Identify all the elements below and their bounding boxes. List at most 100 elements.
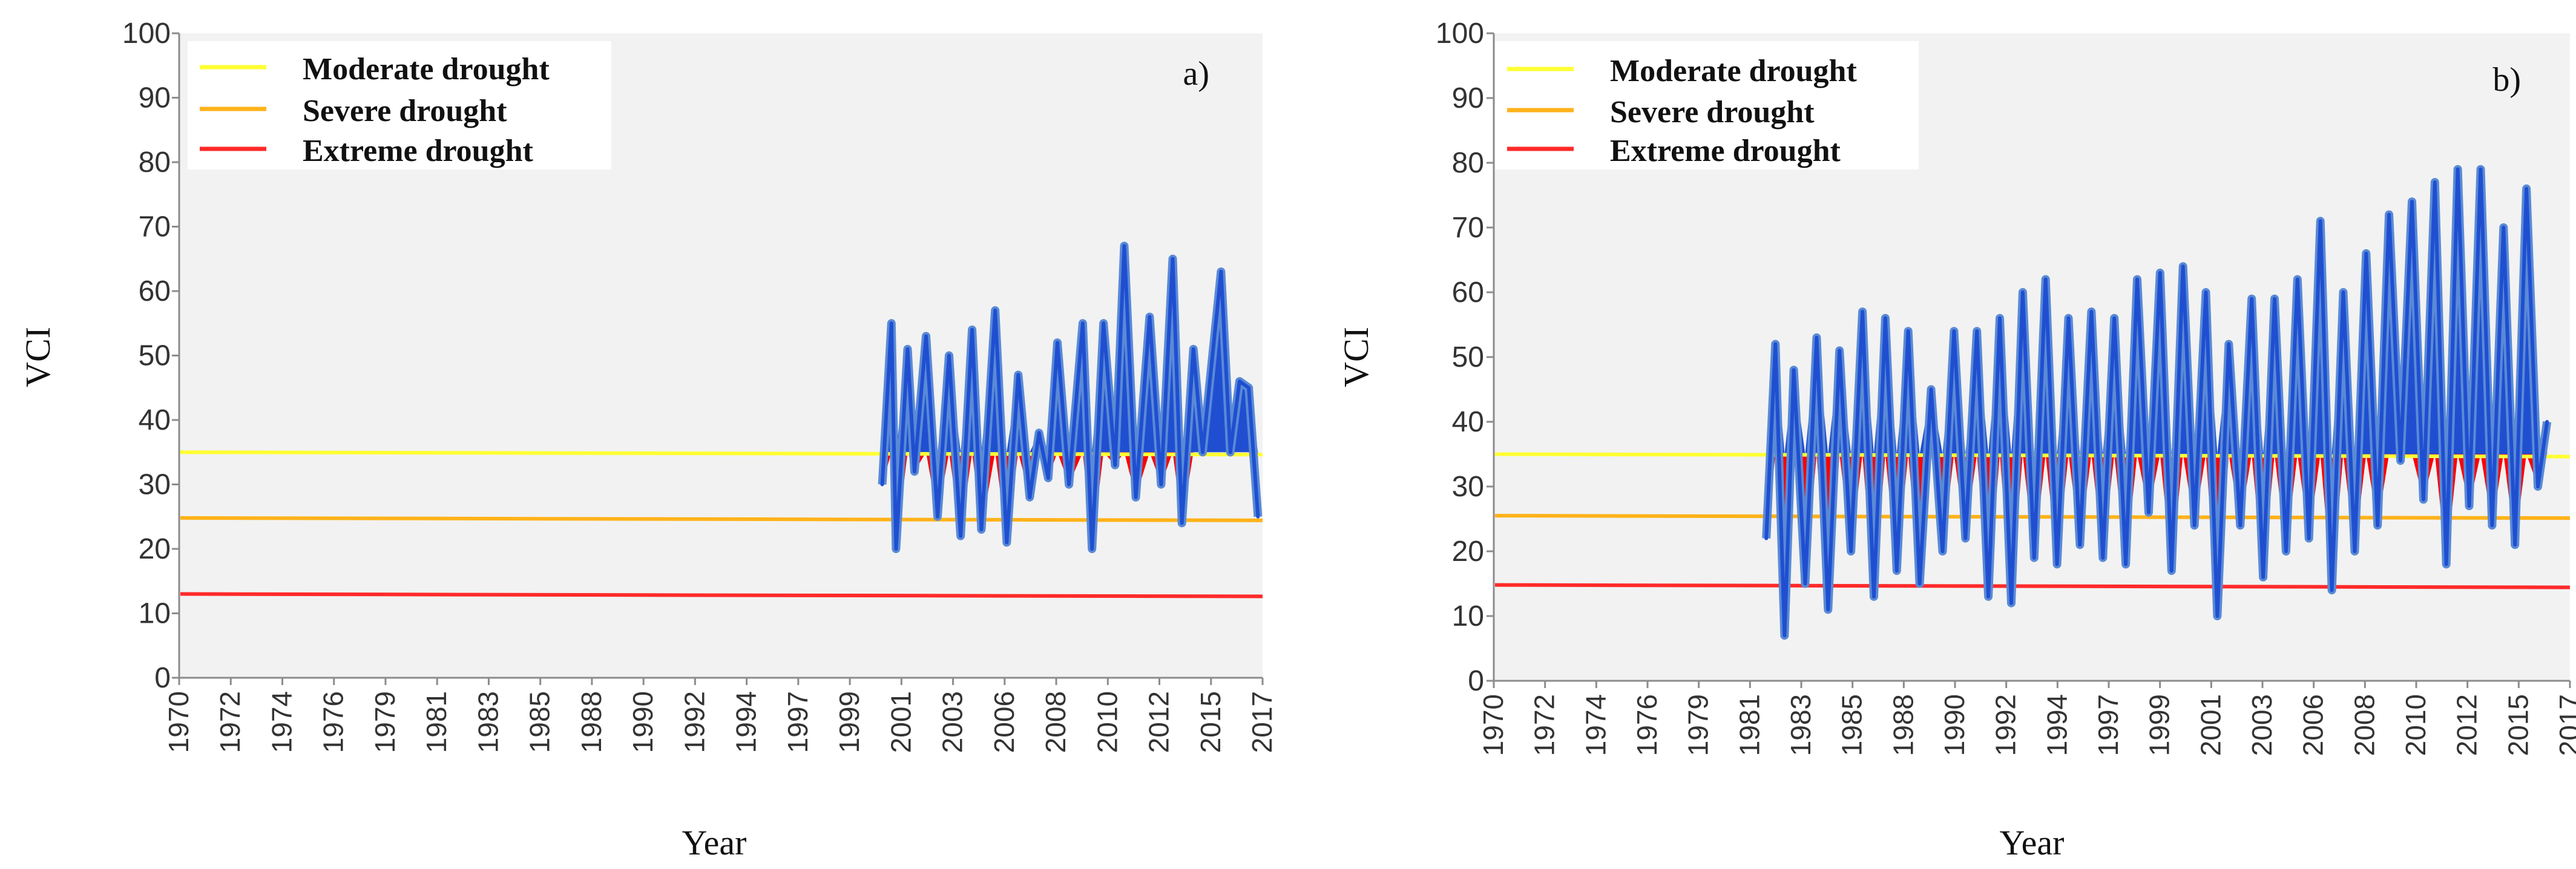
vci-point-b [2146,510,2150,514]
vci-point-b [2215,614,2220,618]
vci-point-b [2227,342,2231,346]
y-ticks-b: 0 10 20 30 40 50 60 70 80 90 100 [1436,18,1494,697]
x-tick-label-b: 1981 [1733,694,1765,756]
vci-point-b [2043,277,2048,281]
x-tick-label-a: 1994 [731,691,762,753]
x-tick-label-b: 2006 [2298,694,2329,756]
y-tick-label-a: 90 [139,82,171,114]
vci-point-b [1963,536,1968,540]
y-tick-label-b: 10 [1452,600,1484,632]
legend-label-severe-b: Severe drought [1610,95,1815,130]
vci-point-a [947,353,951,358]
y-tick-label-a: 50 [139,340,171,372]
vci-point-a [1256,514,1260,519]
vci-point-a [1237,379,1241,384]
vci-point-b [2295,277,2299,281]
x-tick-label-a: 1979 [369,691,401,753]
vci-point-b [2020,290,2025,294]
vci-point-b [2272,297,2276,301]
vci-point-a [1056,341,1060,345]
vci-point-b [2364,251,2368,255]
y-tick-label-a: 80 [139,146,171,179]
y-tick-label-b: 50 [1452,341,1484,373]
threshold-line-severe-a [180,516,1263,522]
vci-point-a [1159,482,1163,487]
vci-point-b [2467,504,2471,508]
x-tick-label-b: 1990 [1939,694,1970,756]
x-tick-label-b: 1979 [1683,694,1714,756]
legend-label-severe-a: Severe drought [303,94,507,128]
y-tick-label-a: 40 [139,404,171,436]
vci-point-a [880,482,884,487]
vci-point-a [970,327,974,332]
vci-point-b [2513,543,2517,547]
vci-point-b [1826,608,1830,612]
vci-point-b [1929,387,1933,392]
panel-label-a: a) [1183,55,1209,93]
vci-point-b [2318,219,2322,223]
x-tick-label-b: 2012 [2451,694,2483,756]
vci-point-a [1046,476,1050,480]
x-tick-label-a: 2012 [1143,691,1175,753]
x-tick-label-b: 2003 [2246,694,2278,756]
legend-label-moderate-b: Moderate drought [1610,54,1857,88]
y-tick-label-a: 20 [139,533,171,565]
vci-point-b [1986,594,1991,598]
vci-point-b [2135,277,2140,281]
x-tick-label-b: 2017 [2554,694,2576,756]
series-a [878,241,1263,553]
x-tick-label-b: 1988 [1887,694,1919,756]
vci-point-b [2433,180,2437,185]
vci-point-b [2089,310,2094,314]
vci-point-b [1792,368,1796,372]
y-tick-label-a: 0 [154,662,171,694]
y-tick-label-a: 70 [139,211,171,243]
x-tick-label-a: 1972 [214,691,246,753]
threshold-line-extreme-b [1494,583,2571,589]
vci-point-b [1803,582,1807,586]
vci-point-a [1102,321,1106,326]
legend-label-extreme-b: Extreme drought [1610,134,1841,168]
x-tick-label-a: 1988 [576,691,607,753]
vci-point-a [924,334,928,338]
vci-point-a [993,308,997,312]
y-axis-label-a: VCI [18,327,58,387]
vci-point-a [1219,270,1223,274]
vci-point-b [2545,420,2549,424]
vci-point-b [2456,167,2460,171]
vci-point-a [894,547,898,551]
panel-label-b: b) [2492,61,2521,99]
x-tick-label-b: 2001 [2195,694,2226,756]
x-tick-label-a: 1999 [833,691,865,753]
vci-point-a [1028,495,1032,499]
vci-point-b [1871,594,1876,598]
x-tick-label-a: 1985 [524,691,556,753]
vci-point-b [2250,297,2254,301]
vci-point-a [959,534,963,538]
x-tick-label-a: 2001 [885,691,916,753]
vci-point-b [1952,329,1956,333]
vci-point-b [2490,523,2494,528]
vci-point-b [2158,271,2162,275]
vci-point-b [1849,549,1853,553]
vci-point-b [1975,329,1979,333]
vci-point-b [2536,485,2540,488]
x-tick-label-a: 2017 [1246,691,1278,753]
vci-point-b [1906,329,1910,333]
legend-label-moderate-a: Moderate drought [303,52,550,87]
vci-point-b [2502,226,2506,229]
legend-label-extreme-a: Extreme drought [303,134,534,168]
vci-point-b [1917,582,1922,586]
threshold-line-extreme-a [180,592,1263,598]
x-tick-label-a: 2003 [937,691,968,753]
x-tick-label-a: 1976 [318,691,349,753]
x-tick-label-b: 1999 [2144,694,2175,756]
x-tick-label-a: 1990 [627,691,659,753]
vci-point-a [1171,257,1175,261]
vci-point-a [1180,521,1184,525]
vci-point-a [1080,321,1085,326]
x-tick-label-b: 1997 [2092,694,2124,756]
y-tick-label-b: 90 [1452,82,1484,114]
vci-point-b [2307,536,2311,540]
